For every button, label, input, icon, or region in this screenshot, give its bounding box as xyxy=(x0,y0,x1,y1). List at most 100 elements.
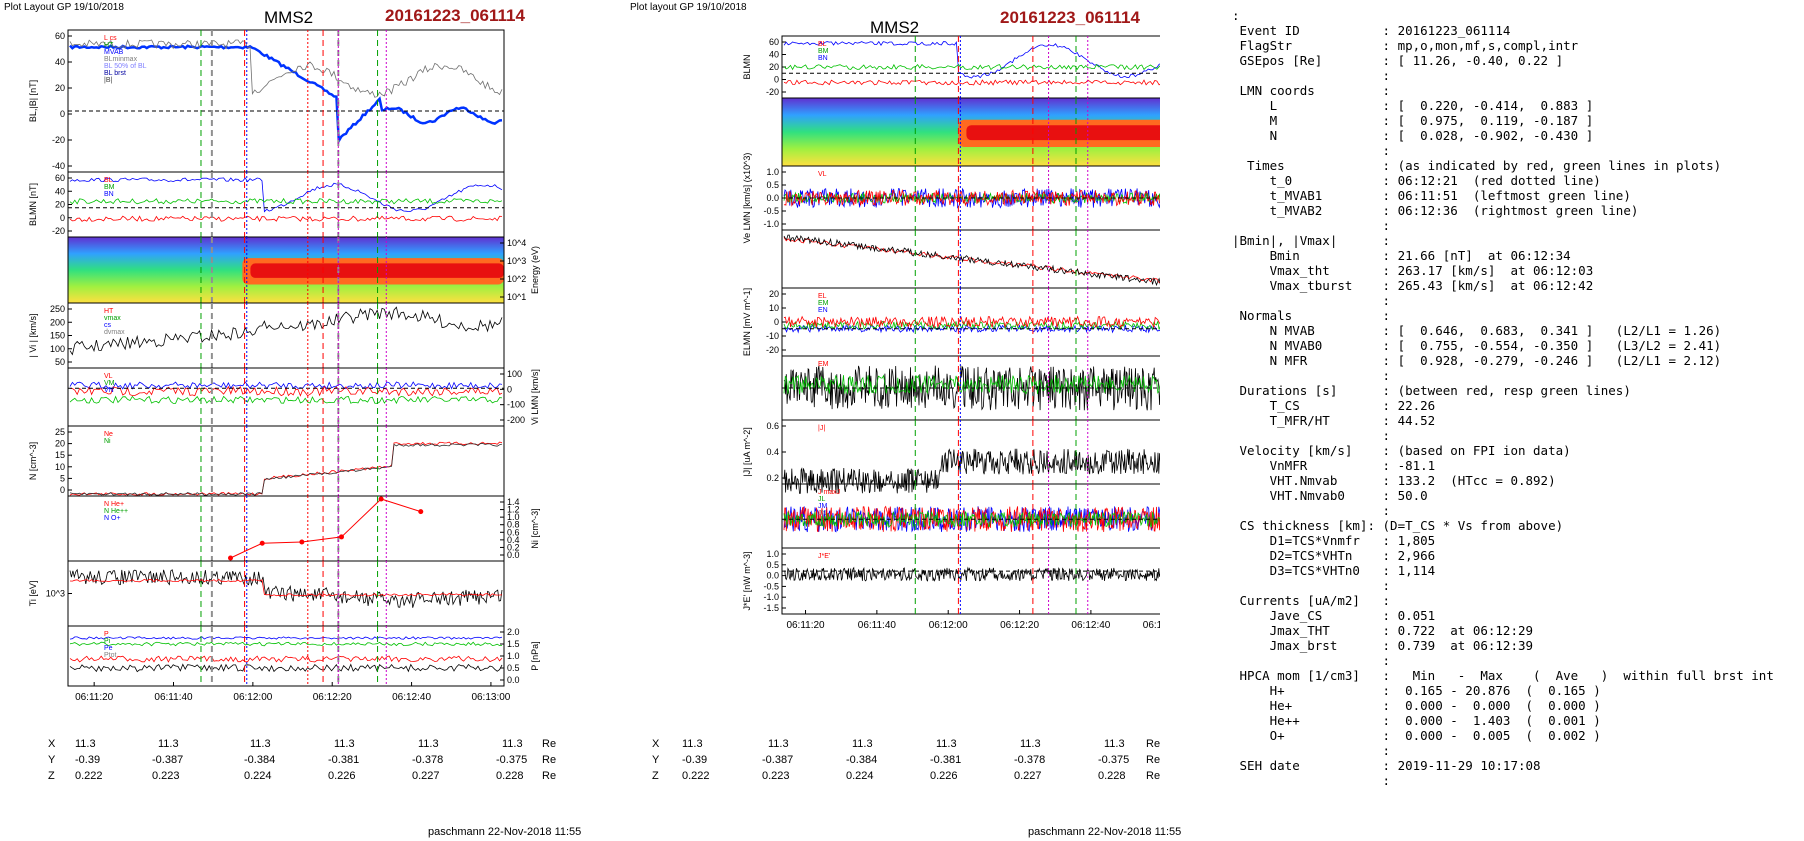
legend-label: dvmax xyxy=(104,329,125,336)
info-line: VnMFR : -81.1 xyxy=(1232,458,1436,473)
y-tick-label: 5 xyxy=(60,473,65,483)
coord-z-label: Z xyxy=(48,770,55,782)
legend-label: BLminmax xyxy=(104,56,138,63)
info-line: H+ : 0.165 - 20.876 ( 0.165 ) xyxy=(1232,683,1601,698)
coord-cell: -0.39 xyxy=(682,754,708,766)
legend-label: VL xyxy=(818,171,827,178)
y-tick-label: 0 xyxy=(60,213,65,223)
trace-ff0000 xyxy=(783,315,1160,329)
trace-ff0000 xyxy=(69,655,503,663)
coord-cell: -0.39 xyxy=(75,754,101,766)
y-tick-label: 0.5 xyxy=(507,663,520,673)
info-line: : xyxy=(1232,578,1391,593)
trace-0033ff xyxy=(69,44,503,146)
y-tick-label: 20 xyxy=(769,62,779,72)
info-line: D3=TCS*VHTn0 : 1,114 xyxy=(1232,563,1436,578)
info-line: t_MVAB1 : 06:11:51 (leftmost green line) xyxy=(1232,188,1631,203)
y-tick-label: 0.0 xyxy=(766,571,779,581)
y-tick-label: 10^3 xyxy=(46,589,65,599)
trace-000000 xyxy=(69,568,503,608)
y-tick-label: 1.4 xyxy=(507,497,520,507)
coord-x-label: X xyxy=(652,738,660,750)
info-line: He+ : 0.000 - 0.000 ( 0.000 ) xyxy=(1232,698,1601,713)
legend-label: vmax xyxy=(104,315,121,322)
y-axis-label: | Vi | [km/s] xyxy=(28,313,38,357)
right-coord-table: X Y Z 11.3 11.3 11.3 11.3 11.3 11.3 -0.3… xyxy=(600,738,1200,798)
y-tick-label: 0.0 xyxy=(507,550,520,560)
x-tick-label: 06:13:00 xyxy=(471,692,510,703)
y-tick-label: 40 xyxy=(55,57,65,67)
x-tick-label: 06:12:20 xyxy=(1000,620,1039,631)
legend-label: N He+ xyxy=(104,501,124,508)
trace-000000 xyxy=(783,566,1160,582)
info-line: Normals : xyxy=(1232,308,1391,323)
panel-spec: 10^4 10^3 10^2 10^1 Energy (eV) xyxy=(67,236,540,304)
y-axis-label: Ni [cm^-3] xyxy=(530,508,540,548)
coord-cell: 0.228 xyxy=(496,770,524,782)
info-line: t_MVAB2 : 06:12:36 (rightmost green line… xyxy=(1232,203,1639,218)
x-tick-label: 06:11:40 xyxy=(858,620,897,631)
y-tick-label: 0.8 xyxy=(507,520,520,530)
coord-cell: 11.3 xyxy=(1104,738,1125,750)
y-tick-label: -20 xyxy=(52,226,65,236)
y-tick-label: 60 xyxy=(55,173,65,183)
info-line: T_CS : 22.26 xyxy=(1232,398,1436,413)
info-line: : xyxy=(1232,743,1391,758)
info-line: |Bmin|, |Vmax| : xyxy=(1232,233,1391,248)
info-line: Vmax_tht : 263.17 [km/s] at 06:12:03 xyxy=(1232,263,1594,278)
y-tick-label: 50 xyxy=(55,357,65,367)
coord-y-label: Y xyxy=(48,754,56,766)
panel-frame xyxy=(67,302,505,369)
panel-Te: 10^2Te [eV] xyxy=(781,229,1160,289)
y-tick-label: 0 xyxy=(60,109,65,119)
y-tick-label: 150 xyxy=(50,331,65,341)
info-line: FlagStr : mp,o,mon,mf,s,compl,intr xyxy=(1232,38,1579,53)
y-tick-label: 25 xyxy=(55,427,65,437)
legend-label: HT xyxy=(104,42,114,49)
y-axis-label: P [nPa] xyxy=(530,641,540,670)
y-tick-label: -0.5 xyxy=(763,581,779,591)
info-line: : xyxy=(1232,503,1391,518)
legend-label: BN xyxy=(818,55,828,62)
x-tick-label: 06:12:00 xyxy=(233,692,272,703)
coord-x-label: X xyxy=(48,738,56,750)
coord-cell: 0.222 xyxy=(75,770,103,782)
info-line: N MVAB0 : [ 0.755, -0.554, -0.350 ] (L3/… xyxy=(1232,338,1722,353)
y-tick-label: 0.0 xyxy=(507,675,520,685)
left-title: MMS2 xyxy=(264,8,314,27)
legend-label: P xyxy=(104,631,109,638)
legend-label: EM xyxy=(818,300,829,307)
right-footer: paschmann 22-Nov-2018 11:55 xyxy=(1028,826,1182,838)
y-axis-label: Vi LMN [km/s] xyxy=(530,369,540,425)
coord-cell: 11.3 xyxy=(334,738,355,750)
info-line: O+ : 0.000 - 0.005 ( 0.002 ) xyxy=(1232,728,1601,743)
info-line: L : [ 0.220, -0.414, 0.883 ] xyxy=(1232,98,1594,113)
y-tick-label: 0 xyxy=(507,384,512,394)
legend-label: Pi xyxy=(104,638,111,645)
coord-cell: -0.381 xyxy=(328,754,360,766)
legend-label: J maxJ xyxy=(818,489,840,496)
x-tick-label: 06:12:20 xyxy=(313,692,352,703)
event-info-text: : Event ID : 20161223_061114 FlagStr : m… xyxy=(1232,8,1774,788)
y-tick-label: 20 xyxy=(55,439,65,449)
legend-label: BL xyxy=(104,177,113,184)
legend-label: EM xyxy=(818,361,829,368)
legend-label: Ptot xyxy=(104,652,117,659)
y-tick-label: 0.2 xyxy=(507,542,520,552)
trace-ff0000 xyxy=(69,578,503,597)
info-line: D2=TCS*VHTn : 2,966 xyxy=(1232,548,1436,563)
y-axis-label: J*E' [nW m^-3] xyxy=(742,552,752,611)
x-tick-label: 06:12:00 xyxy=(929,620,968,631)
y-tick-label: 1.0 xyxy=(766,167,779,177)
panel-JLMN: 0.60.40.20.0-0.2-0.4-0.6J [uA m^-2]J max… xyxy=(781,483,1160,549)
info-line: Velocity [km/s] : (based on FPI ion data… xyxy=(1232,443,1571,458)
coord-unit: Re xyxy=(1146,738,1161,750)
info-line: t_0 : 06:12:21 (red dotted line) xyxy=(1232,173,1601,188)
panel-JE: 1.00.50.0-0.5-1.0-1.5 J*E' [nW m^-3] J*E' xyxy=(742,547,1160,615)
y-axis-label: Ti [eV] xyxy=(28,581,38,607)
y-tick-label: 0.5 xyxy=(766,560,779,570)
